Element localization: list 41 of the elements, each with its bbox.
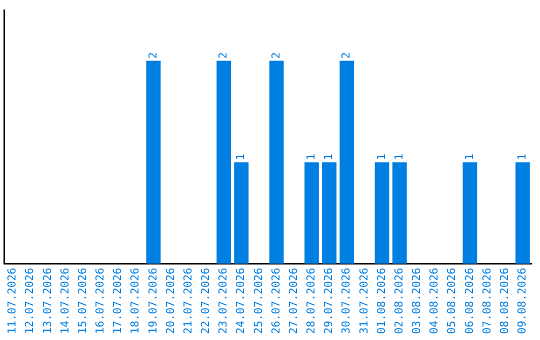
x-tick-label: 31.07.2026	[357, 268, 370, 334]
x-tick-label: 20.07.2026	[164, 268, 177, 334]
x-tick-label: 08.08.2026	[498, 268, 511, 334]
x-tick-label: 06.08.2026	[462, 268, 476, 334]
x-tick-label: 05.08.2026	[445, 268, 458, 334]
x-tick-label: 11.07.2026	[6, 268, 19, 334]
data-label: 1	[374, 154, 388, 160]
x-tick-label: 26.07.2026	[269, 268, 282, 334]
x-tick-label: 12.07.2026	[23, 268, 36, 334]
x-tick-label: 09.08.2026	[516, 268, 529, 334]
x-tick-label: 18.07.2026	[128, 268, 142, 334]
x-tick-label: 14.07.2026	[58, 268, 72, 334]
x-tick-label: 07.08.2026	[480, 268, 494, 334]
x-tick-label: 28.07.2026	[304, 268, 318, 334]
data-label: 2	[146, 52, 160, 59]
x-tick-label: 13.07.2026	[40, 268, 54, 334]
x-tick-label: 19.07.2026	[146, 268, 160, 334]
x-tick-label: 01.08.2026	[374, 268, 388, 334]
x-tick-label: 03.08.2026	[410, 268, 424, 334]
x-tick-label: 17.07.2026	[111, 268, 124, 334]
data-label: 1	[322, 154, 336, 160]
x-tick-label: 02.08.2026	[392, 268, 406, 334]
data-label: 2	[340, 52, 353, 59]
data-label: 1	[462, 154, 476, 160]
data-label: 1	[304, 154, 318, 160]
data-label: 2	[269, 52, 282, 59]
data-label: 1	[516, 154, 529, 160]
x-tick-label: 04.08.2026	[428, 268, 441, 334]
data-label: 2	[216, 52, 230, 59]
x-tick-label: 29.07.2026	[322, 268, 336, 334]
x-tick-label: 16.07.2026	[94, 268, 107, 334]
x-tick-label: 22.07.2026	[199, 268, 212, 334]
data-label: 1	[392, 154, 406, 160]
x-tick-label: 27.07.2026	[286, 268, 300, 334]
x-tick-label: 24.07.2026	[234, 268, 248, 334]
x-tick-label: 25.07.2026	[252, 268, 265, 334]
x-tick-label: 30.07.2026	[340, 268, 353, 334]
x-tick-label: 23.07.2026	[216, 268, 230, 334]
data-label: 1	[234, 154, 248, 160]
x-tick-label: 15.07.2026	[76, 268, 89, 334]
x-tick-label: 21.07.2026	[181, 268, 194, 334]
